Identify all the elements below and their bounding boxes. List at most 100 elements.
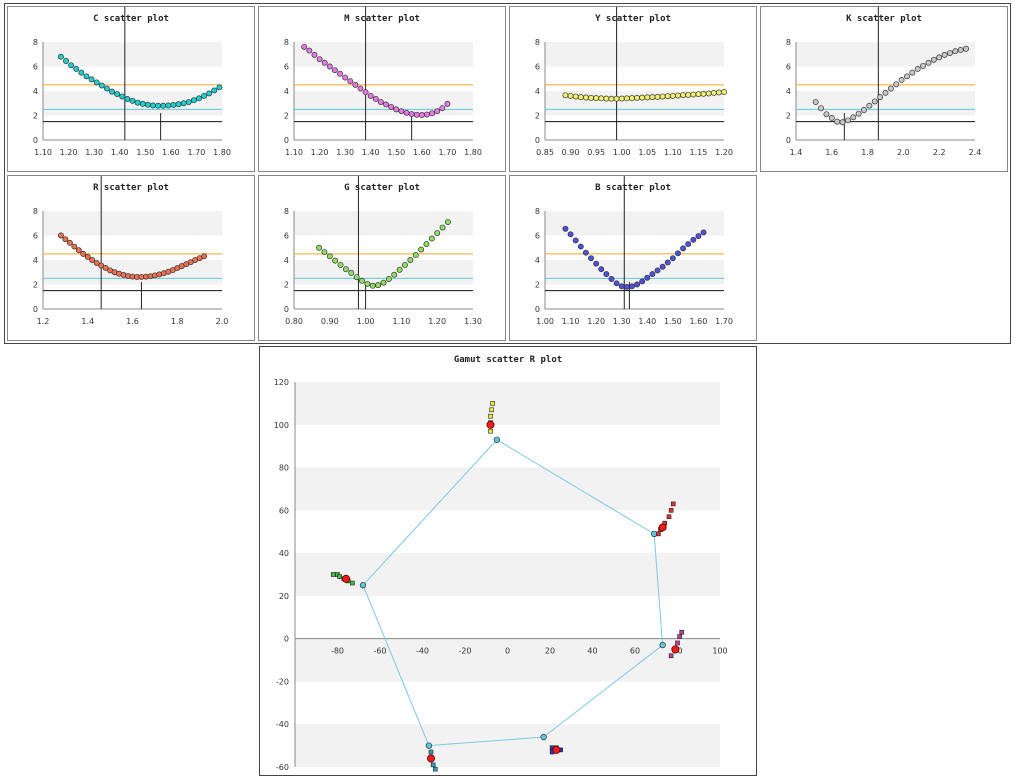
cluster-center xyxy=(658,523,667,532)
x-tick-label: 2.0 xyxy=(216,317,229,326)
data-point xyxy=(613,280,620,287)
y-tick-label: 4 xyxy=(535,256,540,265)
x-tick-label: 1.4 xyxy=(790,148,803,157)
y-tick-label: 4 xyxy=(33,256,38,265)
data-point xyxy=(385,276,392,282)
y-tick-label: 0 xyxy=(33,305,38,314)
y-tick-label: 0 xyxy=(786,136,791,145)
data-point xyxy=(337,261,344,268)
data-point xyxy=(957,47,964,53)
grid-band xyxy=(43,42,222,67)
data-point xyxy=(66,239,73,246)
data-point xyxy=(84,253,91,260)
x-tick-label: 1.2 xyxy=(37,317,50,326)
data-point xyxy=(211,87,218,94)
chart-svg-y: Y scatter plot 0 2 4 6 8 0.85 0.90 0.95 1.00 1.05 1… xyxy=(535,7,733,157)
y-tick-label: 0 xyxy=(535,305,540,314)
y-tick-label: 6 xyxy=(33,63,38,72)
data-point xyxy=(196,95,202,102)
chart-title: B scatter plot xyxy=(595,183,671,193)
data-point xyxy=(936,54,943,61)
data-point xyxy=(628,283,635,290)
grid-band xyxy=(294,211,473,236)
grid-band xyxy=(545,260,724,285)
data-point xyxy=(63,58,69,64)
data-point xyxy=(348,269,355,276)
gamut-vertex xyxy=(425,742,433,749)
chart-svg-m: M scatter plot 0 2 4 6 8 1.10 1.20 1.30 1.40 1.50 1… xyxy=(284,7,482,157)
data-point xyxy=(850,114,857,121)
data-point xyxy=(83,73,90,80)
y-tick-label: 2 xyxy=(535,281,540,290)
x-tick-label: 1.20 xyxy=(428,317,446,326)
x-tick-label: 2.2 xyxy=(933,148,946,157)
y-tick-label: 8 xyxy=(33,207,38,216)
chart-panel-b: B scatter plot 0 2 4 6 8 1.00 1.10 1.20 1.30 1.40 1… xyxy=(509,175,757,341)
data-point xyxy=(439,224,446,231)
data-point xyxy=(57,53,64,60)
data-point xyxy=(567,231,574,238)
x-tick-label: 0.85 xyxy=(536,148,554,157)
x-tick-label: 1.50 xyxy=(387,148,405,157)
y-tick-label: 8 xyxy=(786,38,791,47)
cluster-point xyxy=(330,572,336,577)
chart-title: Y scatter plot xyxy=(595,14,671,24)
data-point xyxy=(71,243,78,250)
y-tick-label: 8 xyxy=(535,207,540,216)
data-point xyxy=(893,81,900,88)
data-point xyxy=(124,96,131,102)
gamut-vertex xyxy=(659,641,666,649)
data-point xyxy=(201,92,208,99)
data-point xyxy=(572,237,579,244)
data-point xyxy=(391,271,398,278)
data-point xyxy=(321,249,328,255)
data-point xyxy=(357,85,364,92)
data-point xyxy=(428,235,435,242)
grid-band xyxy=(295,467,720,511)
y-tick-label: 2 xyxy=(33,281,38,290)
data-point xyxy=(57,232,64,239)
x-tick-label: 1.15 xyxy=(690,148,708,157)
data-point xyxy=(861,107,867,113)
data-point xyxy=(434,230,441,237)
chart-panel-c: C scatter plot 0 2 4 6 8 1.10 1.20 1.30 1.40 1.50 1… xyxy=(7,6,255,172)
y-tick-label: 2 xyxy=(284,112,289,121)
data-point xyxy=(380,279,387,286)
data-point xyxy=(326,253,333,260)
data-point xyxy=(89,257,96,263)
y-tick-label: 8 xyxy=(535,38,540,47)
data-point xyxy=(644,274,651,281)
data-point xyxy=(588,255,594,262)
x-tick-label: 1.05 xyxy=(638,148,656,157)
cluster-point xyxy=(488,413,493,419)
data-point xyxy=(68,62,75,69)
y-tick-label: 4 xyxy=(535,87,540,96)
grid-band xyxy=(545,211,724,236)
x-tick-label: 1.80 xyxy=(464,148,482,157)
cluster-center xyxy=(671,645,680,654)
data-point xyxy=(88,76,95,83)
chart-panel-k: K scatter plot 0 2 4 6 8 1.4 1.6 1.8 2.0 2.2 2.4 xyxy=(760,6,1008,172)
data-point xyxy=(675,250,681,257)
x-tick-label: -80 xyxy=(331,647,344,656)
x-tick-label: 1.50 xyxy=(664,317,682,326)
data-point xyxy=(332,257,339,264)
data-point xyxy=(855,110,862,117)
x-tick-label: 1.10 xyxy=(392,317,410,326)
cluster-center xyxy=(342,574,351,583)
data-point xyxy=(685,241,692,248)
data-point xyxy=(562,225,569,232)
grid-band xyxy=(295,638,720,682)
cluster-center xyxy=(486,420,495,429)
data-point xyxy=(201,253,208,260)
y-tick-label: 4 xyxy=(284,256,289,265)
y-tick-label: 0 xyxy=(284,136,289,145)
chart-title: G scatter plot xyxy=(344,183,420,193)
data-point xyxy=(311,51,318,58)
data-point xyxy=(362,89,369,96)
data-point xyxy=(695,233,702,240)
data-point xyxy=(898,77,905,83)
data-point xyxy=(603,271,610,278)
x-tick-label: 1.10 xyxy=(562,317,580,326)
data-point xyxy=(823,111,830,118)
